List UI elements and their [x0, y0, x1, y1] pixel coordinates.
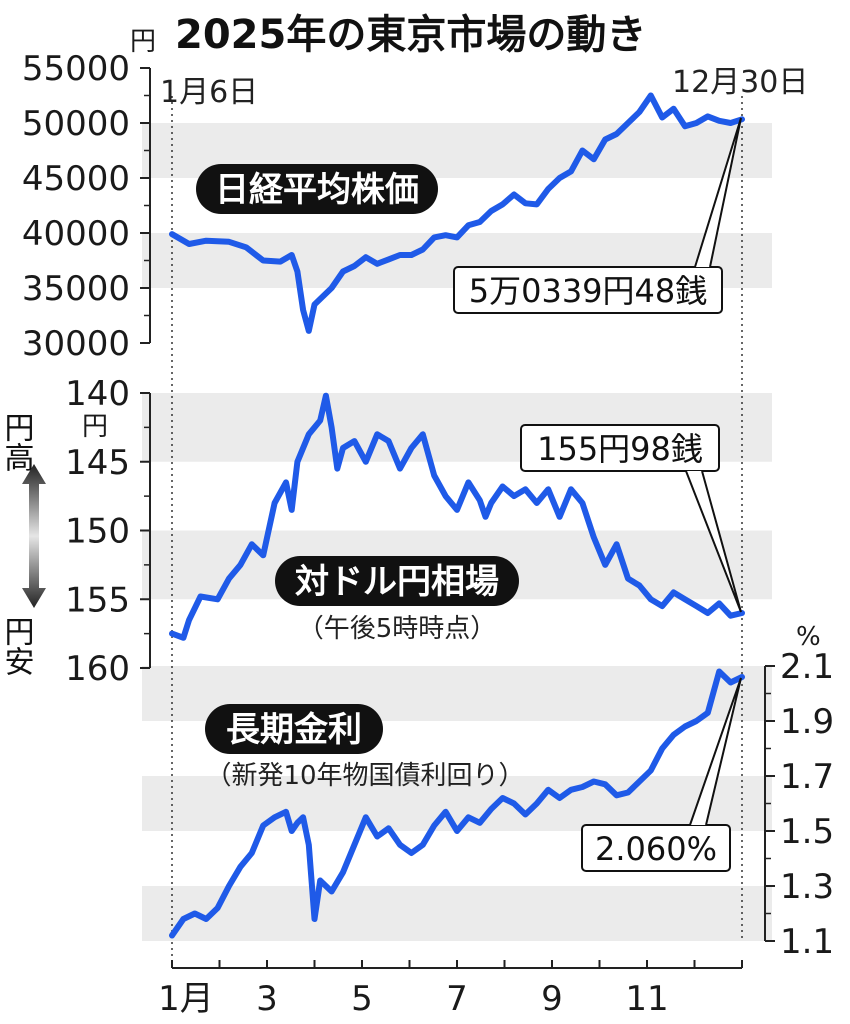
yen-tick-label: 150 — [65, 512, 130, 552]
yen-tick-label: 140 — [65, 374, 130, 414]
nikkei-callout-box — [453, 266, 723, 314]
yen-callout: 155円98銭 — [537, 430, 703, 468]
jgb-band — [142, 776, 772, 831]
up-down-arrow-icon — [22, 464, 46, 608]
yen-subtitle: （午後5時時点） — [298, 614, 497, 644]
jgb-subtitle: （新発10年物国債利回り） — [205, 761, 524, 791]
chart-title: 2025年の東京市場の動き — [175, 12, 646, 58]
yen-callout-box — [520, 424, 720, 472]
jgb-tick-label: 1.1 — [780, 922, 834, 962]
yen-tick-label: 155 — [65, 580, 130, 620]
jgb-tick-label: 1.5 — [780, 812, 834, 852]
yen-y-axis: 140 145 150 155 160 — [65, 374, 151, 689]
start-date-label: 1月6日 — [160, 75, 258, 110]
jgb-tick-label: 1.9 — [780, 702, 834, 742]
yen-tick-label: 160 — [65, 649, 130, 689]
nikkei-y-axis: 55000 50000 45000 40000 35000 30000 — [22, 49, 151, 364]
nikkei-callout: 5万0339円48銭 — [469, 272, 708, 310]
jgb-series-line — [169, 668, 745, 939]
jgb-tick-label: 1.3 — [780, 867, 834, 907]
nikkei-label: 日経平均株価 — [215, 170, 419, 210]
jgb-panel: 2.11.91.71.51.31.1 % 長期金利 （新発10年物国債利回り） … — [169, 622, 834, 962]
jgb-label-pill — [205, 704, 383, 754]
x-axis: 1月 3 5 7 9 11 — [158, 960, 743, 1019]
nikkei-tick-label: 35000 — [22, 269, 130, 309]
yen-series-line — [169, 392, 745, 641]
jgb-band — [142, 886, 772, 941]
yen-unit: 円 — [82, 412, 108, 442]
yen-label: 対ドル円相場 — [295, 562, 499, 602]
nikkei-label-pill — [196, 164, 438, 214]
x-tick-label: 1月 — [158, 979, 214, 1019]
jgb-label: 長期金利 — [226, 710, 362, 750]
jgb-y-axis: 2.1 1.9 1.7 1.5 1.3 1.1 — [764, 647, 834, 962]
nikkei-tick-label: 40000 — [22, 214, 130, 254]
nikkei-callout-pointer — [694, 117, 742, 268]
yen-strong-label: 円高 — [0, 412, 34, 472]
jgb-callout-box — [581, 824, 731, 872]
x-tick-label: 7 — [446, 979, 468, 1019]
jgb-callout-pointer — [689, 677, 742, 826]
nikkei-tick-label: 55000 — [22, 49, 130, 89]
jgb-callout: 2.060% — [595, 830, 717, 868]
jgb-tick-label: 1.7 — [780, 757, 834, 797]
x-tick-label: 5 — [351, 979, 373, 1019]
end-date-label: 12月30日 — [672, 65, 808, 100]
nikkei-series-line — [169, 92, 745, 334]
jgb-unit: % — [796, 622, 821, 652]
x-tick-label: 11 — [625, 979, 668, 1019]
yen-tick-label: 145 — [65, 443, 130, 483]
yen-panel: 140 145 150 155 160 円 対ドル円相場 （午後5時時点） 155円98… — [0, 374, 745, 689]
nikkei-unit: 円 — [130, 27, 156, 57]
nikkei-tick-label: 50000 — [22, 104, 130, 144]
nikkei-tick-label: 30000 — [22, 324, 130, 364]
yen-weak-label: 円安 — [0, 616, 34, 676]
yen-label-pill — [275, 556, 519, 606]
yen-callout-pointer — [685, 470, 742, 613]
jgb-tick-label: 2.1 — [780, 647, 834, 687]
x-tick-label: 3 — [256, 979, 278, 1019]
nikkei-tick-label: 45000 — [22, 159, 130, 199]
x-tick-label: 9 — [541, 979, 563, 1019]
